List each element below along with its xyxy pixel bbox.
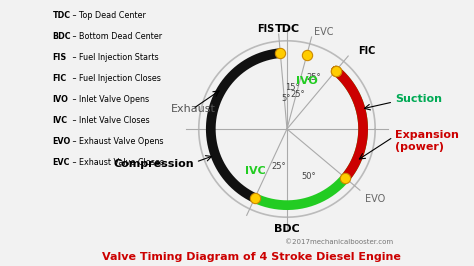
Text: EVC: EVC	[53, 158, 70, 167]
Text: 5°: 5°	[281, 94, 291, 103]
Text: – Fuel Injection Starts: – Fuel Injection Starts	[71, 53, 159, 62]
Text: IVC: IVC	[245, 166, 266, 176]
Text: FIS: FIS	[257, 24, 275, 34]
Text: Compression: Compression	[113, 159, 194, 169]
Point	[251, 196, 258, 200]
Text: 15°: 15°	[285, 83, 300, 92]
Text: TDC: TDC	[53, 11, 71, 20]
Text: ©2017mechanicalbooster.com: ©2017mechanicalbooster.com	[285, 239, 393, 245]
Text: Suction: Suction	[395, 94, 442, 104]
Text: TDC: TDC	[274, 24, 300, 34]
Text: IVO: IVO	[53, 95, 68, 104]
Text: EVO: EVO	[53, 137, 71, 146]
Point	[332, 69, 340, 73]
Text: 25°: 25°	[291, 90, 305, 99]
Text: FIC: FIC	[358, 47, 375, 56]
Text: Exhaust: Exhaust	[171, 104, 216, 114]
Text: – Exhaust Valve Closes: – Exhaust Valve Closes	[71, 158, 164, 167]
Text: Expansion
(power): Expansion (power)	[395, 130, 459, 152]
Point	[341, 176, 349, 180]
Point	[332, 69, 340, 73]
Text: FIC: FIC	[53, 74, 67, 83]
Point	[276, 51, 284, 55]
Text: – Top Dead Center: – Top Dead Center	[71, 11, 146, 20]
Text: EVO: EVO	[365, 194, 385, 204]
Text: 25°: 25°	[307, 73, 321, 82]
Text: – Exhaust Valve Opens: – Exhaust Valve Opens	[71, 137, 164, 146]
Text: – Bottom Dead Center: – Bottom Dead Center	[71, 32, 163, 41]
Text: Valve Timing Diagram of 4 Stroke Diesel Engine: Valve Timing Diagram of 4 Stroke Diesel …	[102, 252, 401, 262]
Text: – Fuel Injection Closes: – Fuel Injection Closes	[71, 74, 161, 83]
Text: FIS: FIS	[53, 53, 67, 62]
Text: – Inlet Valve Opens: – Inlet Valve Opens	[71, 95, 150, 104]
Text: 25°: 25°	[272, 162, 286, 171]
Text: BDC: BDC	[53, 32, 71, 41]
Text: IVC: IVC	[53, 116, 67, 125]
Point	[303, 53, 310, 57]
Text: EVC: EVC	[314, 27, 334, 37]
Text: – Inlet Valve Closes: – Inlet Valve Closes	[71, 116, 150, 125]
Text: BDC: BDC	[274, 224, 300, 234]
Text: IVO: IVO	[296, 76, 318, 86]
Text: 50°: 50°	[301, 172, 316, 181]
